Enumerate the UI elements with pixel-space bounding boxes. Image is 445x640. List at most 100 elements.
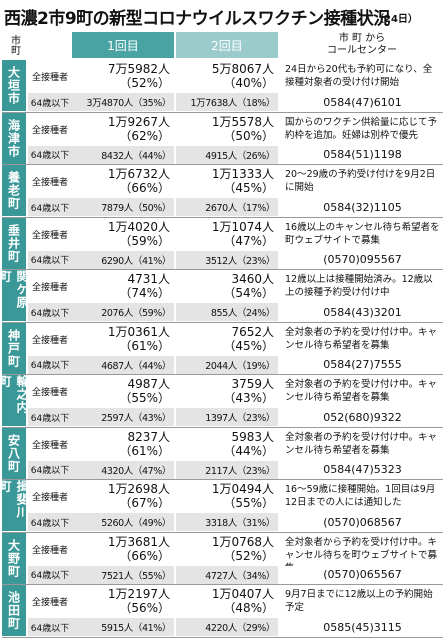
percent: （50%）: [223, 128, 274, 143]
note: 全対象者の予約を受け付け中。キャンセル待ち希望者を募集: [285, 379, 438, 403]
dose-cell-under64: 4320人 （47%）: [72, 460, 174, 479]
separator: [2, 531, 443, 533]
count: 2597人: [101, 413, 133, 424]
percent: （45%）: [223, 338, 274, 353]
row-label-all: 全接種者: [31, 73, 68, 83]
row-label-all: 全接種者: [31, 335, 68, 346]
percent: （44%）: [132, 360, 172, 372]
header-first: 1回目: [72, 32, 174, 58]
dose-cell-under64: 2670人 （17%）: [176, 198, 278, 216]
percent: （35%）: [132, 98, 172, 109]
count: 5260人: [101, 518, 133, 529]
row-label-all: 全接種者: [31, 125, 68, 136]
note: 12歳以上は接種開始済み。12歳以上の接種予約受け付け中: [285, 274, 433, 298]
row-label-under64: 64歳以下: [28, 408, 72, 426]
phone: (0570)068567: [282, 513, 443, 531]
title: 西濃2市9町の新型コロナウイルスワクチン接種状況: [4, 9, 390, 29]
count: 5983人: [231, 429, 274, 444]
percent: （29%）: [236, 623, 276, 634]
header-second: 2回目: [176, 32, 278, 58]
percent: （52%）: [223, 548, 274, 563]
note: 16～59歳に接種開始。1回目は9月12日までの人には通知した: [285, 484, 436, 508]
dose-cell: 1万4020人 （59%）: [72, 218, 174, 251]
count: 4320人: [101, 465, 133, 477]
row-label-under64: 64歳以下: [28, 250, 72, 269]
count: 6290人: [101, 255, 133, 267]
dose-cell-under64: 1397人 （23%）: [176, 408, 278, 426]
dose-cell-under64: 3万4870人 （35%）: [72, 93, 174, 111]
dose-cell-under64: 8432人 （44%）: [72, 145, 174, 164]
percent: （55%）: [132, 570, 172, 582]
percent: （44%）: [223, 443, 274, 458]
row-label-under64: 64歳以下: [28, 565, 72, 584]
separator: [2, 374, 443, 375]
count: 1万7638人: [190, 98, 237, 109]
row-label-all: 全接種者: [31, 598, 68, 608]
dose-cell-under64: 3318人 （31%）: [176, 513, 278, 531]
percent: （17%）: [236, 203, 276, 214]
count: 4987人: [127, 377, 170, 391]
dose-cell-under64: 3512人 （23%）: [176, 250, 278, 269]
percent: （74%）: [119, 286, 170, 300]
note: 20～29歳の予約受け付けを9月2日に開始: [285, 169, 436, 193]
municipality: 海津市: [2, 112, 26, 164]
dose-cell: 1万0494人 （55%）: [176, 480, 278, 513]
percent: （40%）: [223, 76, 274, 90]
note: 国からのワクチン供給量に応じて予約枠を追加。妊婦は別枠で優先: [285, 116, 438, 141]
count: 1397人: [205, 413, 237, 424]
dose-cell-under64: 2597人 （43%）: [72, 408, 174, 426]
row-label-under64: 64歳以下: [28, 513, 72, 531]
count: 3512人: [205, 255, 237, 267]
dose-cell: 1万9267人 （62%）: [72, 113, 174, 146]
phone: (0570)095567: [282, 250, 443, 269]
percent: （66%）: [119, 181, 170, 195]
phone: 0585(45)3115: [282, 618, 443, 636]
dose-cell: 1万0407人 （48%）: [176, 585, 278, 618]
phone: 0584(51)1198: [282, 145, 443, 164]
percent: （31%）: [236, 518, 276, 529]
count: 1万4020人: [107, 219, 170, 234]
row-label-all: 全接種者: [31, 230, 68, 241]
count: 7521人: [101, 570, 133, 582]
separator: [2, 111, 443, 113]
count: 2044人: [205, 360, 237, 372]
count: 1万2698人: [107, 482, 170, 496]
note: 全対象者から予約を受け付け中。キャンセル待ちを町ウェブサイトで募集: [285, 536, 438, 566]
date: （24日）: [374, 14, 418, 25]
phone: 0584(27)7555: [282, 355, 443, 374]
separator: [2, 269, 443, 270]
count: 3万4870人: [86, 98, 133, 109]
separator: [2, 479, 443, 480]
municipality: 輪之内町: [0, 375, 29, 426]
row-label-all: 全接種者: [31, 493, 68, 503]
row-label-under64: 64歳以下: [28, 355, 72, 374]
dose-cell: 1万6732人 （66%）: [72, 165, 174, 198]
phone: (0570)065567: [282, 565, 443, 584]
percent: （50%）: [132, 203, 172, 214]
municipality: 安八町: [2, 427, 26, 479]
municipality: 大垣市: [2, 60, 26, 111]
percent: （24%）: [236, 308, 276, 319]
dose-cell: 3759人 （43%）: [176, 375, 278, 408]
phone: 0584(43)3201: [282, 303, 443, 321]
dose-cell: 4731人 （74%）: [72, 270, 174, 303]
count: 8237人: [127, 429, 170, 444]
count: 855人: [210, 308, 237, 319]
municipality: 関ケ原町: [0, 270, 29, 321]
row-label-under64: 64歳以下: [28, 93, 72, 111]
dose-cell-under64: 2044人 （19%）: [176, 355, 278, 374]
percent: （67%）: [119, 496, 170, 510]
percent: （41%）: [132, 623, 172, 634]
percent: （26%）: [236, 150, 276, 162]
count: 2670人: [205, 203, 237, 214]
count: 1万5578人: [211, 114, 274, 129]
separator: [2, 636, 443, 638]
count: 7万5982人: [107, 62, 170, 76]
percent: （41%）: [132, 255, 172, 267]
count: 2117人: [205, 465, 237, 477]
note: 24日から20代も予約可になり、全接種対象者の受け付け開始: [285, 64, 433, 88]
percent: （34%）: [236, 570, 276, 582]
note: 全対象者の予約を受け付け中。キャンセル待ち希望者を募集: [285, 326, 438, 351]
percent: （43%）: [132, 413, 172, 424]
dose-cell: 3460人 （54%）: [176, 270, 278, 303]
